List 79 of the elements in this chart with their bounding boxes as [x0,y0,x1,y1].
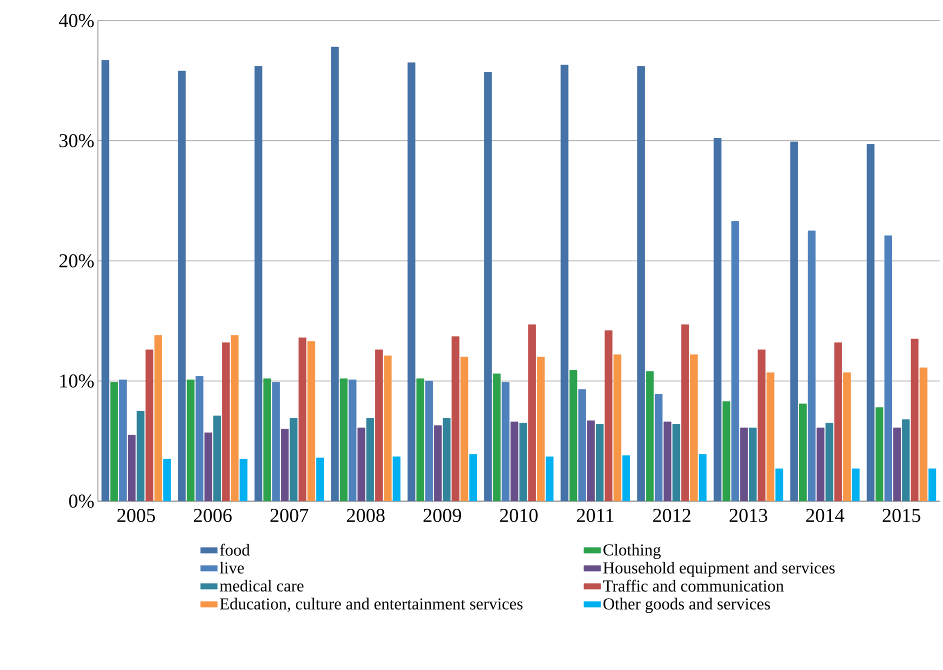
bar [758,350,766,502]
bar [646,371,654,502]
y-tick-label: 40% [58,14,94,28]
legend-label: Clothing [603,544,661,560]
y-tick-label: 30% [59,134,94,148]
x-tick-label: 2006 [194,509,232,522]
bar [263,378,272,502]
bar [825,423,834,502]
bar [852,468,860,502]
legend-label: food [220,544,250,556]
bar [307,341,316,502]
y-tick-label: 20% [59,254,94,268]
legend-label: Household equipment and services [603,562,835,578]
bar [902,419,910,502]
bar [186,380,195,502]
bar [528,324,536,502]
bar [136,411,144,502]
bar [452,336,460,502]
bar [843,372,851,502]
x-tick-label: 2009 [424,509,462,522]
bar [834,342,842,502]
bar [569,370,578,502]
x-tick-label: 2011 [576,509,614,522]
y-tick-label: 0% [69,494,94,508]
bar [748,428,757,502]
x-tick-label: 2013 [730,509,768,522]
bar [681,324,689,502]
bar [698,454,707,502]
bar [392,456,400,502]
bar [290,418,298,502]
bar [298,338,306,502]
y-tick-label: 10% [60,374,94,388]
bar [340,378,348,502]
bar [460,357,468,502]
legend-label: Other goods and services [603,598,770,614]
x-tick-label: 2005 [117,509,155,522]
bar [536,357,545,502]
bar [146,350,154,502]
bar [519,423,528,502]
bar [230,335,239,502]
bar [614,354,622,502]
bar [604,330,612,502]
bar [910,338,919,502]
bar [596,424,604,502]
x-tick-label: 2015 [882,509,920,522]
bar [672,424,680,502]
bar [240,459,248,502]
bar [920,368,928,502]
bar [375,350,383,502]
bar [384,356,392,502]
legend-label: medical care [220,580,304,592]
x-tick-label: 2010 [500,509,538,522]
bar [722,401,730,502]
bar [876,407,884,502]
bar [492,374,501,502]
bar [222,342,230,502]
legend-label: Traffic and communication [603,580,784,592]
bar [213,416,221,502]
bar [154,335,162,502]
bar [928,468,936,502]
bar [799,404,807,502]
x-tick-label: 2014 [806,509,844,522]
bar [622,456,630,502]
bar [163,459,171,502]
x-tick-label: 2007 [270,509,308,522]
x-tick-label: 2008 [347,509,385,522]
bar [416,378,424,502]
bar [690,354,698,502]
bar [366,418,374,502]
x-tick-label: 2012 [653,509,690,522]
bar [775,468,784,502]
bar [110,382,118,502]
legend-label: live [220,562,244,574]
bar [766,372,774,502]
bar [469,454,477,502]
bar [316,458,324,502]
bar [442,418,451,502]
legend-label: Education, culture and entertainment services [220,598,523,612]
bar [546,456,554,502]
